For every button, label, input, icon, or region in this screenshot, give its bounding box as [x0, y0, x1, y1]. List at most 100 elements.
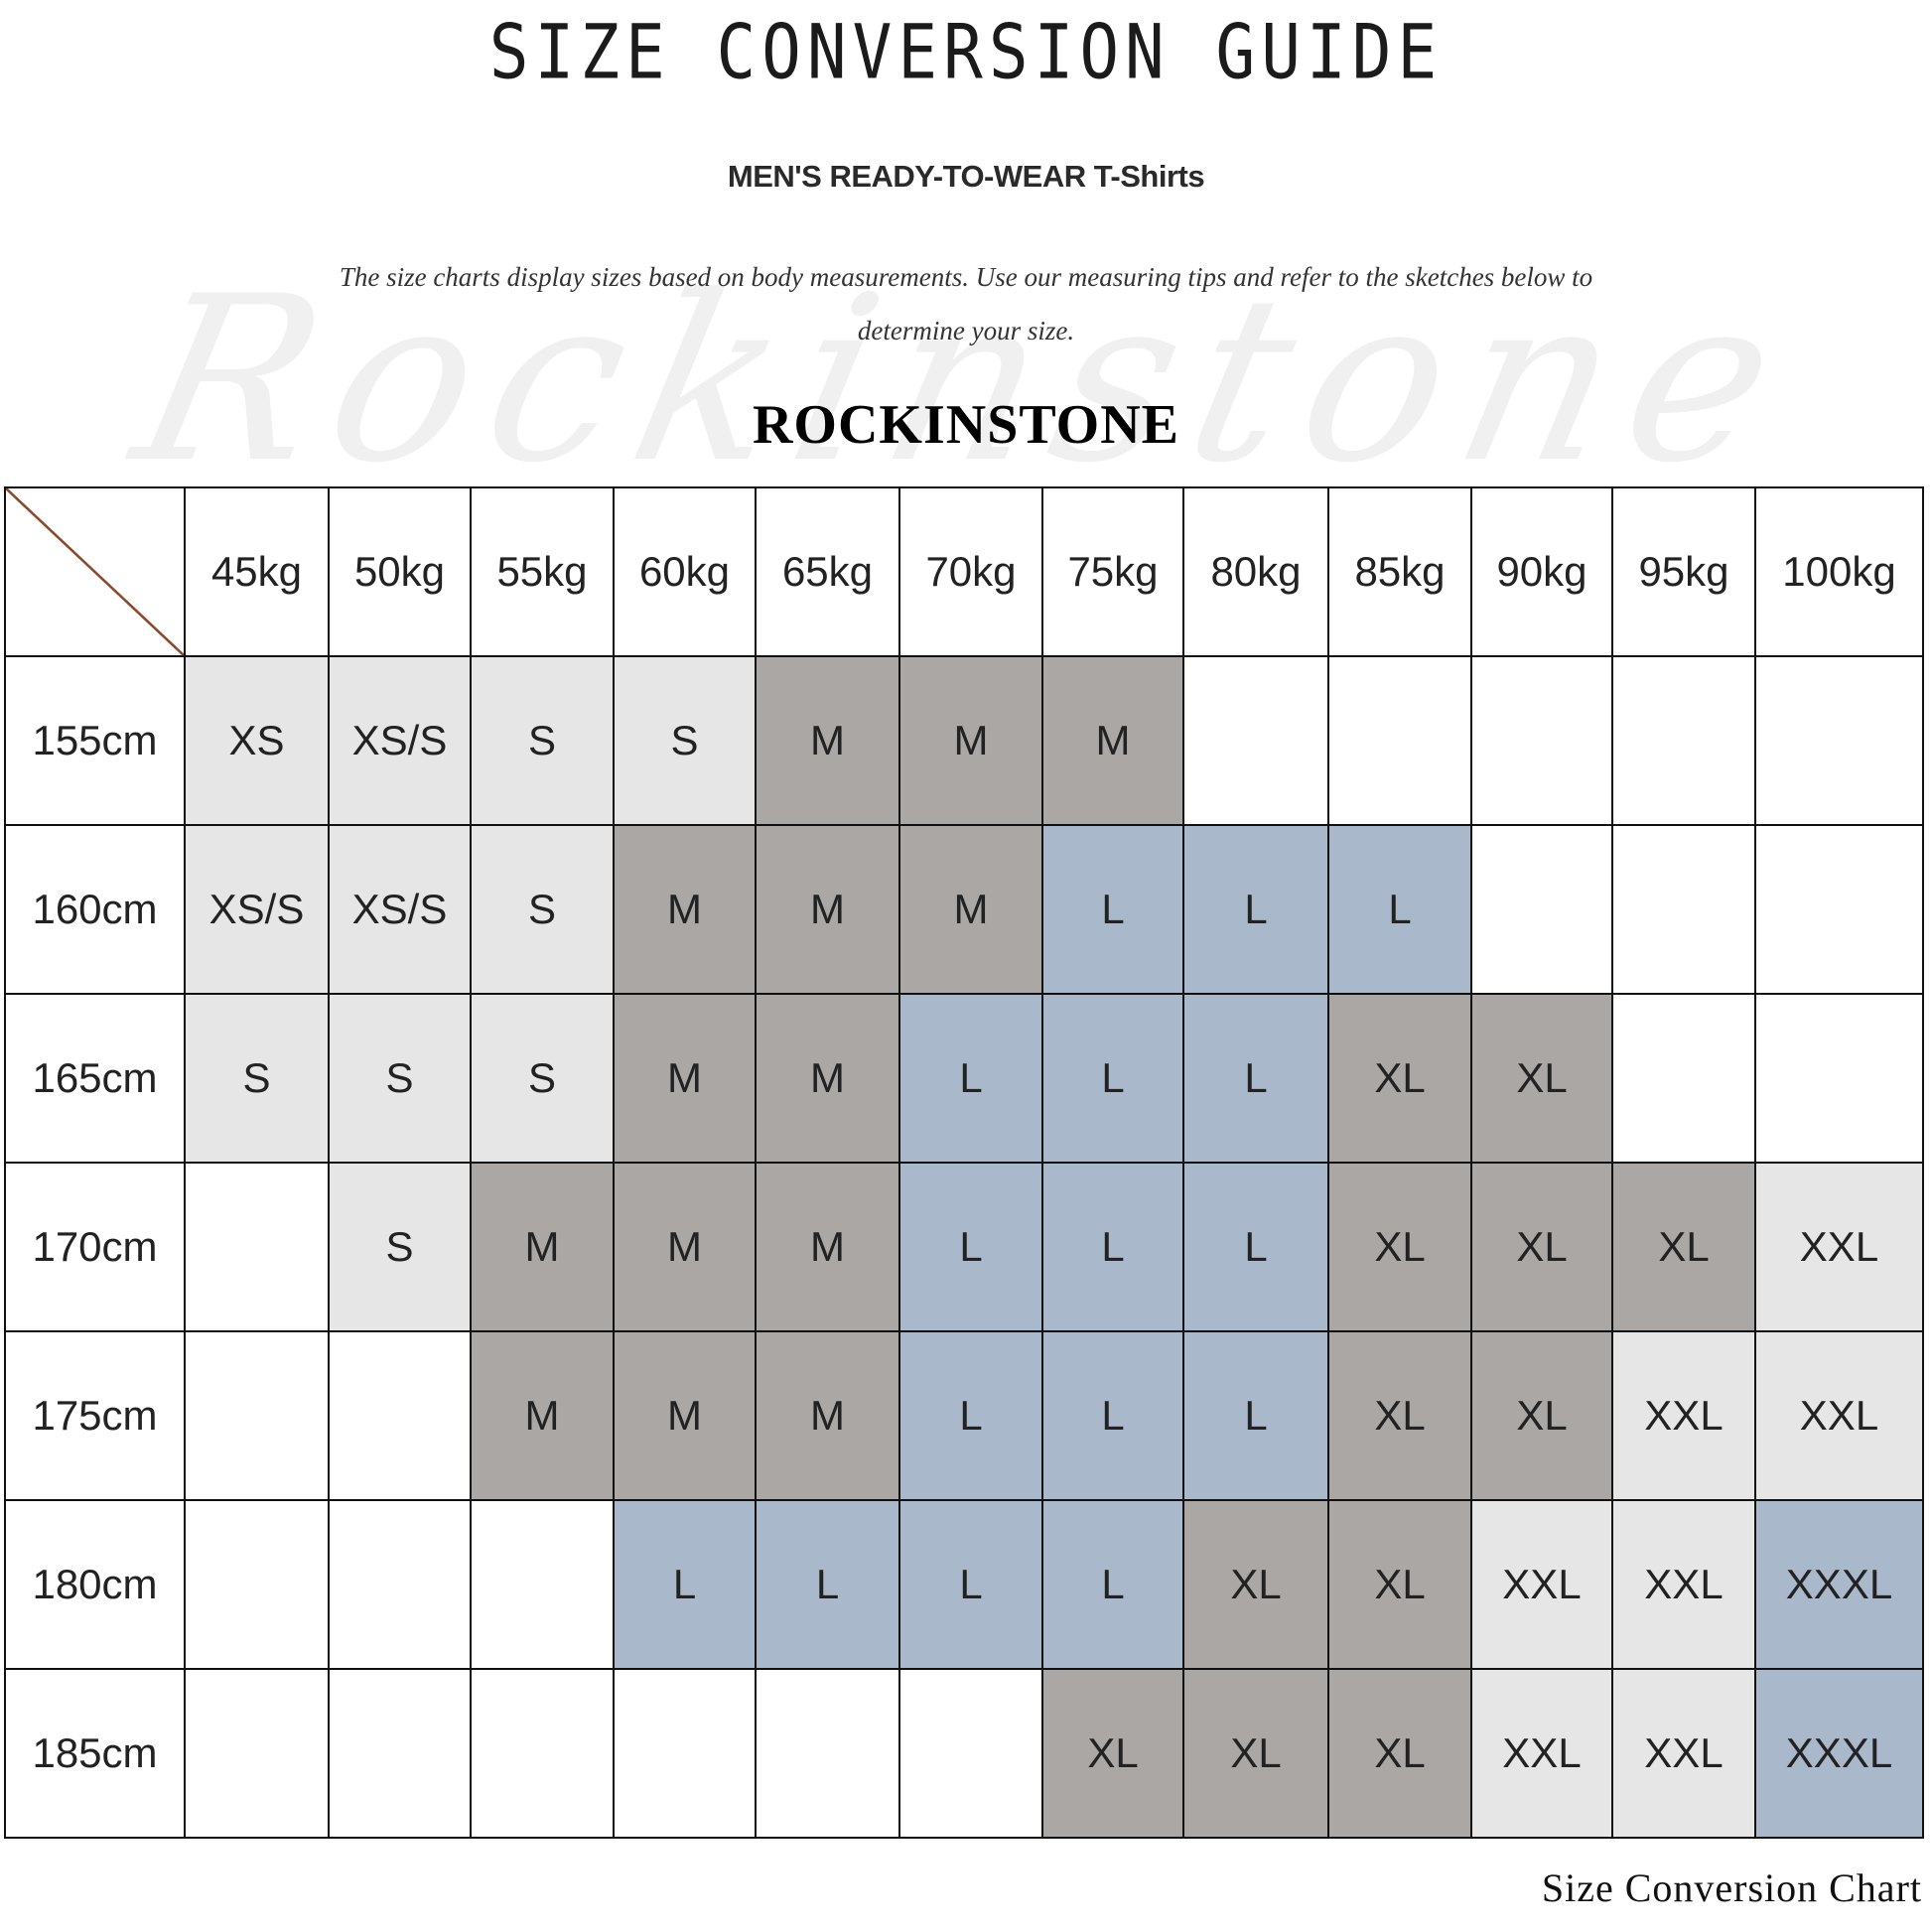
row-header: 155cm: [4, 655, 186, 826]
size-cell: [1754, 824, 1924, 995]
corner-cell: [4, 486, 186, 657]
size-cell: XL: [1470, 1330, 1613, 1501]
size-cell: S: [470, 993, 615, 1164]
size-cell: XL: [1327, 1162, 1472, 1332]
size-cell: L: [1182, 1162, 1329, 1332]
size-cell: L: [898, 1499, 1043, 1670]
column-header: 55kg: [470, 486, 615, 657]
size-cell: M: [470, 1330, 615, 1501]
size-cell: S: [184, 993, 330, 1164]
size-cell: [1182, 655, 1329, 826]
size-cell: M: [755, 993, 900, 1164]
size-cell: L: [1041, 1162, 1184, 1332]
size-cell: [470, 1499, 615, 1670]
subtitle: MEN'S READY-TO-WEAR T-Shirts: [727, 159, 1205, 194]
column-header: 80kg: [1182, 486, 1329, 657]
table-row: 160cm XS/S XS/S S M M M L L L: [4, 824, 1924, 995]
size-cell: XL: [1611, 1162, 1756, 1332]
size-cell: XS: [184, 655, 330, 826]
size-cell: M: [613, 824, 757, 995]
table-row: 155cm XS XS/S S S M M M: [4, 655, 1924, 826]
size-cell: XS/S: [328, 824, 472, 995]
size-cell: XXL: [1611, 1499, 1756, 1670]
size-cell: L: [1041, 1330, 1184, 1501]
size-cell: XL: [1182, 1499, 1329, 1670]
size-cell: S: [328, 993, 472, 1164]
size-cell: XXXL: [1754, 1668, 1924, 1839]
row-header: 165cm: [4, 993, 186, 1164]
size-cell: L: [1041, 993, 1184, 1164]
size-cell: [184, 1330, 330, 1501]
size-cell: XS/S: [328, 655, 472, 826]
size-cell: L: [1327, 824, 1472, 995]
row-header: 175cm: [4, 1330, 186, 1501]
size-cell: [613, 1668, 757, 1839]
size-cell: S: [470, 655, 615, 826]
size-cell: M: [755, 655, 900, 826]
column-header: 50kg: [328, 486, 472, 657]
table-row: 185cm XL XL XL XXL XXL XXXL: [4, 1668, 1924, 1839]
size-cell: XL: [1327, 1668, 1472, 1839]
header-row: 45kg 50kg 55kg 60kg 65kg 70kg 75kg 80kg 85kg 90kg…: [4, 486, 1924, 657]
size-cell: L: [898, 993, 1043, 1164]
size-cell: [1611, 824, 1756, 995]
description: The size charts display sizes based on b…: [339, 262, 1593, 345]
size-cell: [1470, 824, 1613, 995]
size-cell: M: [755, 824, 900, 995]
column-header: 100kg: [1754, 486, 1924, 657]
size-cell: XXL: [1754, 1330, 1924, 1501]
brand-name: ROCKINSTONE: [752, 394, 1180, 456]
size-cell: [184, 1668, 330, 1839]
size-cell: [328, 1668, 472, 1839]
size-cell: [898, 1668, 1043, 1839]
size-cell: XL: [1470, 993, 1613, 1164]
size-cell: XL: [1327, 993, 1472, 1164]
size-table: 45kg 50kg 55kg 60kg 65kg 70kg 75kg 80kg 85kg 90kg…: [4, 486, 1924, 1839]
size-cell: XL: [1327, 1499, 1472, 1670]
size-cell: L: [1041, 824, 1184, 995]
size-cell: [1754, 993, 1924, 1164]
column-header: 90kg: [1470, 486, 1613, 657]
size-cell: XL: [1327, 1330, 1472, 1501]
size-cell: XXL: [1754, 1162, 1924, 1332]
size-cell: XXXL: [1754, 1499, 1924, 1670]
size-cell: [184, 1499, 330, 1670]
size-cell: XL: [1041, 1668, 1184, 1839]
size-cell: L: [613, 1499, 757, 1670]
row-header: 170cm: [4, 1162, 186, 1332]
column-header: 75kg: [1041, 486, 1184, 657]
size-cell: [328, 1330, 472, 1501]
size-cell: M: [755, 1330, 900, 1501]
size-cell: L: [898, 1330, 1043, 1501]
size-cell: [470, 1668, 615, 1839]
table-row: 180cm L L L L XL XL XXL XXL XXXL: [4, 1499, 1924, 1670]
size-cell: [1327, 655, 1472, 826]
size-cell: XL: [1182, 1668, 1329, 1839]
size-cell: S: [613, 655, 757, 826]
diagonal-line-icon: [6, 488, 184, 655]
column-header: 70kg: [898, 486, 1043, 657]
size-cell: [184, 1162, 330, 1332]
footer-caption: Size Conversion Chart: [1541, 1865, 1922, 1910]
size-cell: M: [898, 655, 1043, 826]
size-cell: [1611, 993, 1756, 1164]
size-cell: [1754, 655, 1924, 826]
size-cell: [1470, 655, 1613, 826]
size-cell: L: [755, 1499, 900, 1670]
row-header: 160cm: [4, 824, 186, 995]
size-cell: M: [755, 1162, 900, 1332]
row-header: 180cm: [4, 1499, 186, 1670]
size-cell: [755, 1668, 900, 1839]
size-cell: S: [470, 824, 615, 995]
row-header: 185cm: [4, 1668, 186, 1839]
table-row: 175cm M M M L L L XL XL XXL XXL: [4, 1330, 1924, 1501]
size-cell: M: [898, 824, 1043, 995]
page-title: SIZE CONVERSION GUIDE: [488, 8, 1444, 96]
column-header: 95kg: [1611, 486, 1756, 657]
size-cell: M: [613, 1330, 757, 1501]
column-header: 45kg: [184, 486, 330, 657]
size-cell: M: [1041, 655, 1184, 826]
size-cell: M: [613, 1162, 757, 1332]
column-header: 85kg: [1327, 486, 1472, 657]
size-cell: S: [328, 1162, 472, 1332]
